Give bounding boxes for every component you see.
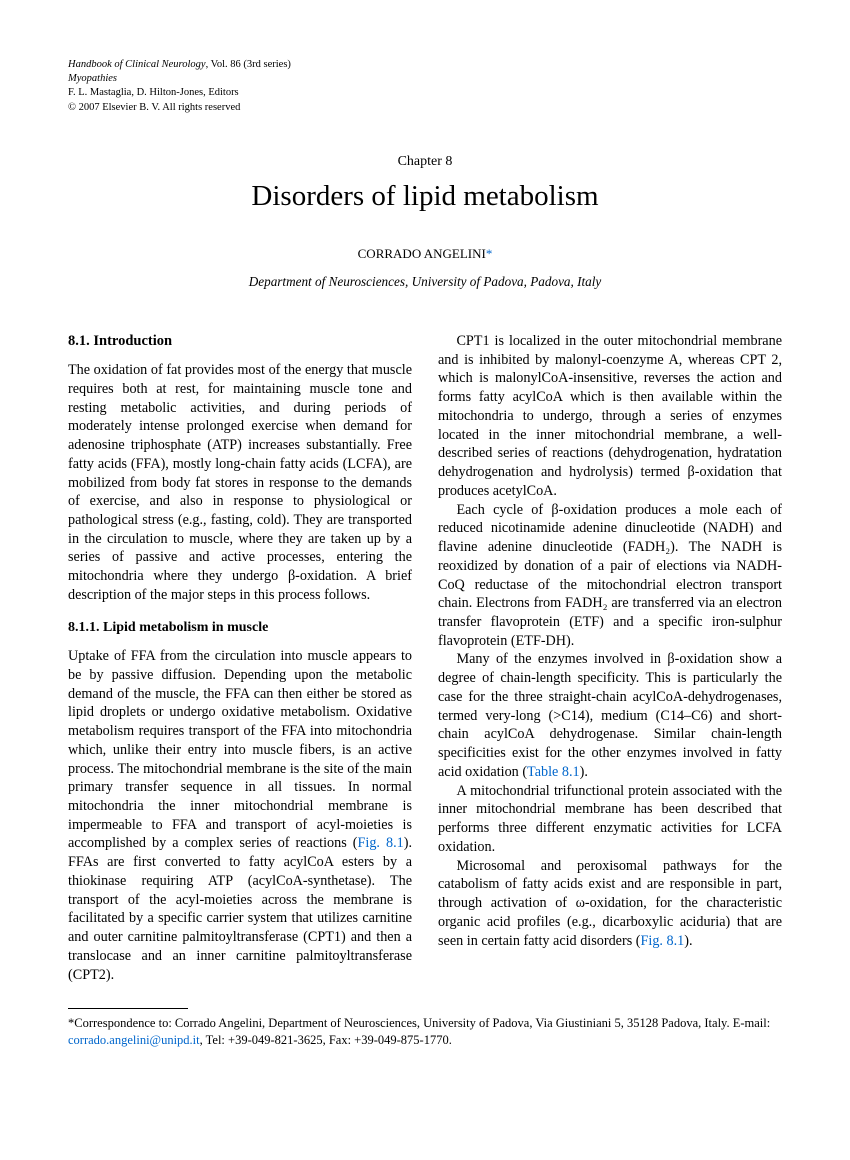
- paragraph: A mitochondrial trifunctional protein as…: [438, 782, 782, 857]
- page-title: Disorders of lipid metabolism: [68, 177, 782, 215]
- author-name: CORRADO ANGELINI*: [68, 245, 782, 262]
- footnote-text: , Tel: +39-049-821-3625, Fax: +39-049-87…: [200, 1033, 452, 1047]
- volume-info: , Vol. 86 (3rd series): [206, 59, 291, 70]
- journal-title: Handbook of Clinical Neurology: [68, 59, 206, 70]
- meta-line-4: © 2007 Elsevier B. V. All rights reserve…: [68, 101, 782, 115]
- author-marker: *: [486, 246, 493, 261]
- correspondence-footnote: *Correspondence to: Corrado Angelini, De…: [68, 1015, 782, 1049]
- meta-line-1: Handbook of Clinical Neurology, Vol. 86 …: [68, 58, 782, 72]
- body-columns: 8.1. Introduction The oxidation of fat p…: [68, 332, 782, 984]
- footnote-text: *Correspondence to: Corrado Angelini, De…: [68, 1016, 770, 1030]
- paragraph: Uptake of FFA from the circulation into …: [68, 647, 412, 984]
- meta-line-3: F. L. Mastaglia, D. Hilton-Jones, Editor…: [68, 86, 782, 100]
- figure-link[interactable]: Fig. 8.1: [357, 835, 403, 851]
- paragraph: Many of the enzymes involved in β-oxidat…: [438, 650, 782, 781]
- footnote-divider: [68, 1008, 188, 1009]
- text-span: Microsomal and peroxisomal pathways for …: [438, 858, 782, 949]
- figure-link[interactable]: Fig. 8.1: [640, 933, 684, 949]
- text-span: ). FFAs are first converted to fatty acy…: [68, 835, 412, 982]
- paragraph: Microsomal and peroxisomal pathways for …: [438, 857, 782, 951]
- email-link[interactable]: corrado.angelini@unipd.it: [68, 1033, 200, 1047]
- text-span: Many of the enzymes involved in β-oxidat…: [438, 651, 782, 779]
- author-affiliation: Department of Neurosciences, University …: [68, 273, 782, 290]
- text-span: ).: [580, 764, 588, 780]
- text-span: ).: [684, 933, 692, 949]
- section-heading-8-1-1: 8.1.1. Lipid metabolism in muscle: [68, 619, 412, 637]
- author-text: CORRADO ANGELINI: [358, 246, 486, 261]
- table-link[interactable]: Table 8.1: [527, 764, 580, 780]
- paragraph: CPT1 is localized in the outer mitochond…: [438, 332, 782, 501]
- publication-meta: Handbook of Clinical Neurology, Vol. 86 …: [68, 58, 782, 115]
- section-heading-8-1: 8.1. Introduction: [68, 332, 412, 351]
- paragraph: Each cycle of β-oxidation produces a mol…: [438, 501, 782, 651]
- chapter-label: Chapter 8: [68, 153, 782, 171]
- text-span: Uptake of FFA from the circulation into …: [68, 648, 412, 851]
- meta-line-2: Myopathies: [68, 72, 782, 86]
- paragraph: The oxidation of fat provides most of th…: [68, 361, 412, 605]
